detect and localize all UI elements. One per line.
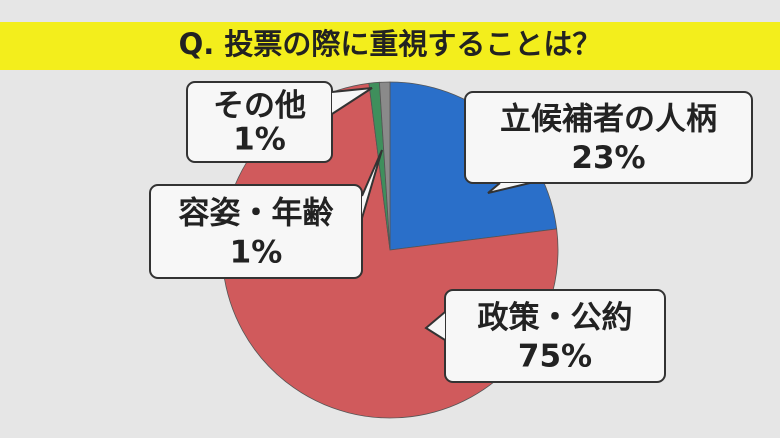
callout-tail-edge — [424, 311, 446, 341]
slice-label: 容姿・年齢 — [179, 195, 334, 231]
callout-tail — [426, 312, 445, 340]
slice-label: 立候補者の人柄 — [500, 102, 717, 138]
callout-box — [464, 91, 753, 184]
pie-slice — [379, 81, 391, 251]
slice-label: 政策・公約 — [478, 300, 633, 336]
slice-label: その他 — [213, 88, 306, 124]
callout-tail-edge — [361, 149, 383, 219]
title-bar — [0, 22, 780, 70]
value-label: 75% — [518, 339, 592, 375]
callout-tail-edge — [331, 87, 373, 115]
value-label: 1% — [233, 122, 286, 158]
value-label: 23% — [571, 140, 645, 176]
chart-title: Q. 投票の際に重視することは？ — [179, 27, 602, 61]
value-label: 1% — [230, 234, 283, 270]
callout-tail-edge — [487, 182, 531, 194]
callout-box — [186, 81, 333, 163]
callout-box — [149, 184, 363, 279]
